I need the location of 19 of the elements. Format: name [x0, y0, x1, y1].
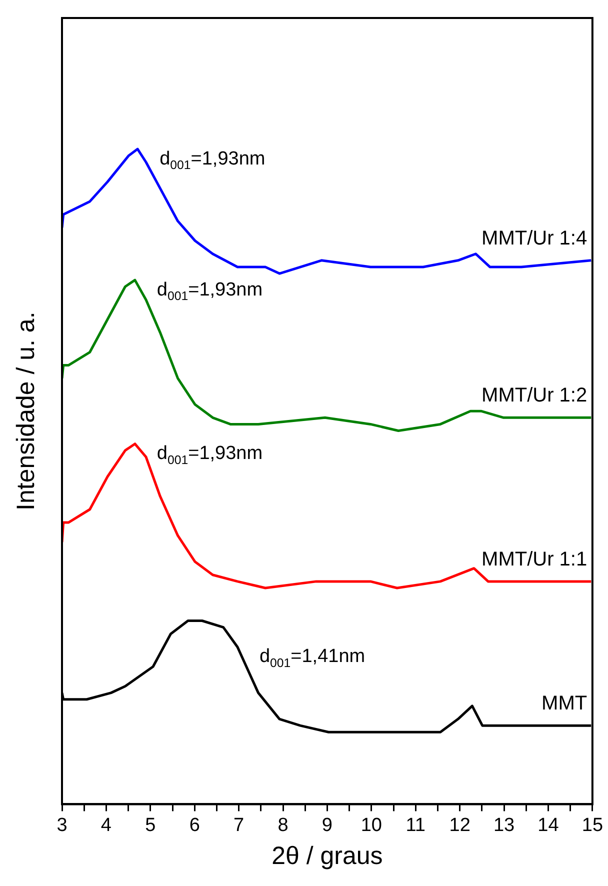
x-tick-label: 5: [145, 814, 156, 836]
x-tick-label: 14: [538, 814, 560, 836]
x-tick-label: 13: [493, 814, 515, 836]
series-label: MMT/Ur 1:4: [482, 227, 588, 250]
y-axis-title: Intensidade / u. a.: [12, 312, 40, 510]
x-axis-title: 2θ / graus: [272, 842, 383, 870]
x-tick-label: 15: [582, 814, 604, 836]
x-tick-label: 4: [100, 814, 112, 836]
x-tick-label: 10: [360, 814, 382, 836]
series-label: MMT/Ur 1:1: [482, 548, 588, 570]
x-tick-label: 11: [406, 814, 426, 836]
x-tick-label: 3: [56, 814, 68, 836]
x-tick-label: 12: [449, 814, 470, 836]
series-label: MMT: [542, 692, 588, 715]
x-tick-label: 9: [322, 814, 333, 836]
x-tick-label: 8: [278, 814, 288, 836]
series-label: MMT/Ur 1:2: [482, 384, 588, 407]
x-tick-label: 7: [234, 814, 244, 836]
x-tick-label: 6: [189, 814, 200, 836]
